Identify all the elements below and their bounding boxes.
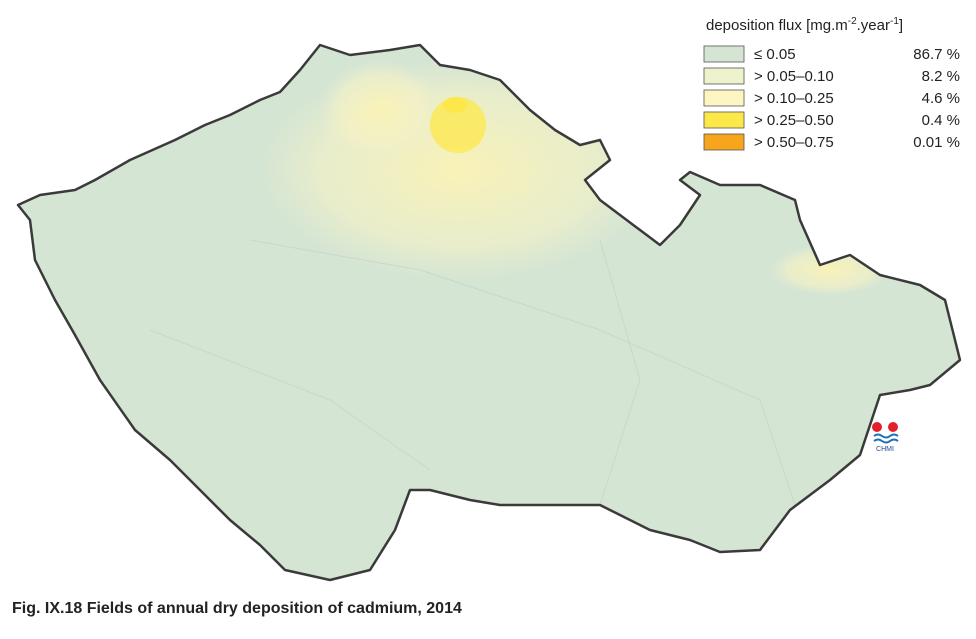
legend-share: 4.6 % [922, 90, 960, 107]
title-sup: -2 [848, 16, 857, 27]
title-part: ] [899, 17, 903, 34]
logo: CHMI [872, 422, 899, 453]
legend-swatch [703, 133, 745, 151]
legend-share: 86.7 % [913, 46, 960, 63]
legend-swatch [703, 89, 745, 107]
legend-swatch [703, 67, 745, 85]
legend-label: ≤ 0.05 [754, 46, 796, 63]
legend-label: > 0.25–0.50 [754, 112, 834, 129]
logo-text: CHMI [876, 446, 894, 453]
caption: Fig. IX.18 Fields of annual dry depositi… [12, 600, 462, 617]
legend-label: > 0.05–0.10 [754, 68, 834, 85]
title-part: deposition flux [mg.m [706, 17, 848, 34]
legend-swatch [703, 111, 745, 129]
legend: ≤ 0.05 86.7 % > 0.05–0.10 8.2 % > 0.10–0.25 4… [703, 45, 960, 151]
legend-label: > 0.50–0.75 [754, 134, 834, 151]
legend-title: deposition flux [mg.m-2.year-1] [706, 16, 903, 34]
legend-share: 0.01 % [913, 134, 960, 151]
legend-share: 0.4 % [922, 112, 960, 129]
legend-share: 8.2 % [922, 68, 960, 85]
title-part: .year [857, 17, 890, 34]
title-sup: -1 [890, 16, 899, 27]
legend-label: > 0.10–0.25 [754, 90, 834, 107]
legend-swatch [703, 45, 745, 63]
